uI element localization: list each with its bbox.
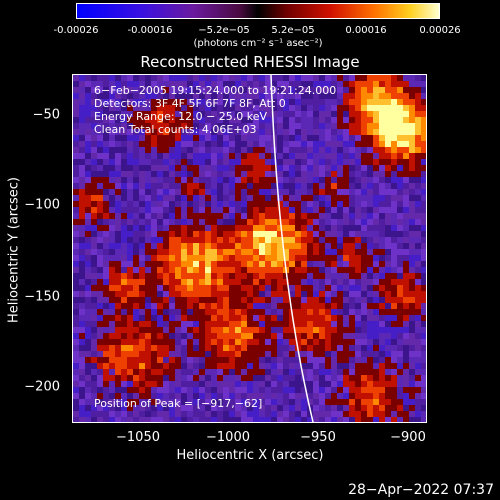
method-counts-text: Clean Total counts: 4.06E+03 (94, 123, 257, 136)
peak-position-text: Position of Peak = [−917,−62] (94, 397, 263, 410)
y-tick: −200 (24, 379, 60, 395)
x-axis-label: Heliocentric X (arcsec) (176, 448, 324, 463)
energy-range-text: Energy Range: 12.0 − 25.0 keV (94, 110, 268, 123)
y-tick: −50 (32, 107, 60, 123)
image-title: Reconstructed RHESSI Image (140, 53, 360, 71)
solar-limb-line (270, 75, 314, 422)
colorbar-tick: 5.2e−05 (271, 25, 315, 36)
colorbar-tick: −5.2e−05 (198, 25, 250, 36)
colorbar-tick: 0.00016 (345, 25, 387, 36)
y-tick: −100 (24, 197, 60, 213)
colorbar-tick: 0.00026 (419, 25, 461, 36)
colorbar (76, 3, 440, 19)
y-axis-label: Heliocentric Y (arcsec) (6, 177, 22, 323)
x-tick: −950 (300, 430, 336, 445)
x-tick: −1050 (116, 430, 160, 445)
x-tick: −1000 (206, 430, 250, 445)
solar-image-plot (72, 74, 427, 423)
time-range-text: 6−Feb−2005 19:15:24.000 to 19:21:24.000 (94, 84, 337, 97)
colorbar-tick: -0.00026 (53, 25, 99, 36)
rhessi-image (73, 75, 426, 422)
y-tick: −150 (24, 289, 60, 305)
detectors-text: Detectors: 3F 4F 5F 6F 7F 8F, Att 0 (94, 97, 286, 110)
timestamp: 28−Apr−2022 07:37 (348, 482, 494, 498)
x-tick: −900 (390, 430, 426, 445)
colorbar-units: (photons cm⁻² s⁻¹ asec⁻²) (193, 38, 323, 49)
colorbar-tick: -0.00016 (127, 25, 173, 36)
